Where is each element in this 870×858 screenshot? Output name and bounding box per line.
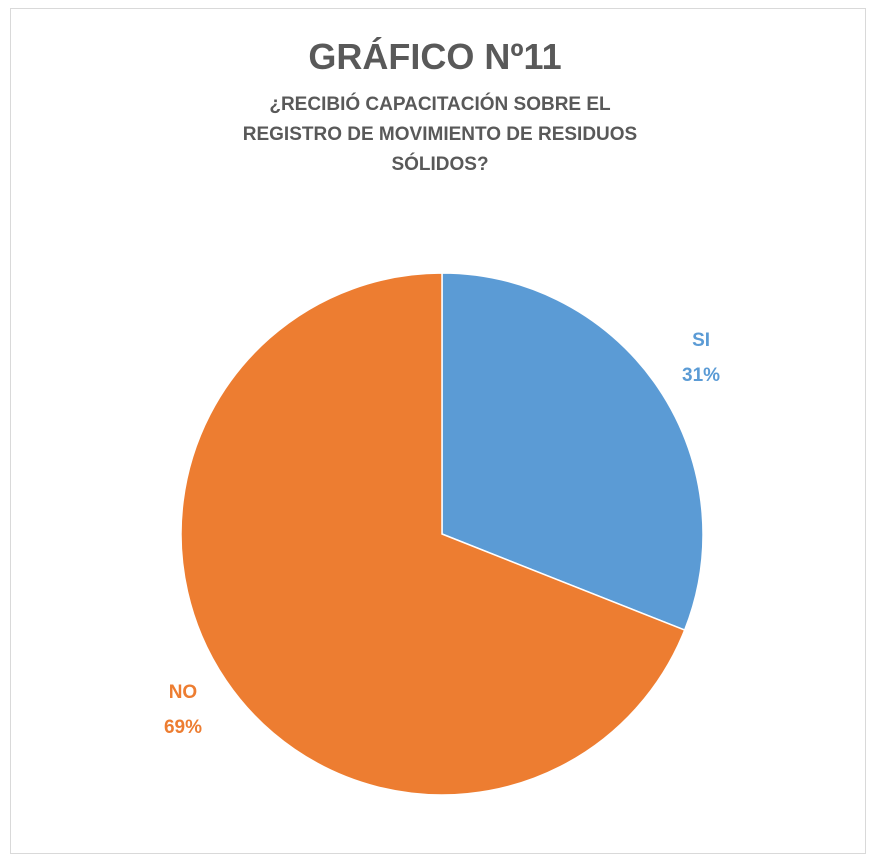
chart-frame (10, 8, 866, 854)
pie-slice (180, 272, 686, 796)
category-label: SI (692, 330, 710, 351)
chart-subtitle: ¿RECIBIÓ CAPACITACIÓN SOBRE EL REGISTRO … (242, 94, 638, 175)
category-label: NO (169, 682, 198, 703)
value-label: 31% (682, 365, 720, 386)
pie-slice (441, 272, 704, 632)
value-label: 69% (164, 717, 202, 738)
chart-title: GRÁFICO Nº11 (308, 36, 562, 77)
